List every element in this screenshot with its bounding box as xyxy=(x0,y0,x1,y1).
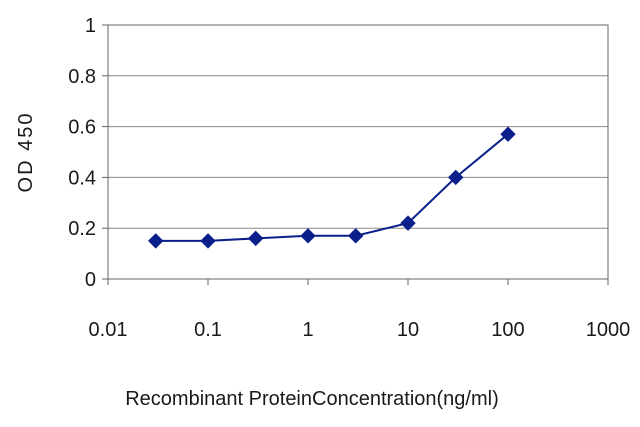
x-tick-label: 10 xyxy=(397,319,419,341)
y-tick-label: 0.6 xyxy=(68,117,96,139)
data-point-marker xyxy=(248,230,264,247)
y-axis-ticks: 0 0.2 0.4 0.6 0.8 1 xyxy=(68,15,108,291)
x-tick-label: 1000 xyxy=(586,319,631,341)
x-tick-label: 0.1 xyxy=(194,319,222,341)
gridlines xyxy=(108,75,608,229)
y-tick-label: 0.8 xyxy=(68,66,96,88)
x-axis-label: Recombinant ProteinConcentration(ng/ml) xyxy=(125,388,499,410)
data-point-marker xyxy=(448,169,464,186)
y-tick-label: 0.4 xyxy=(68,167,96,189)
series-layer xyxy=(148,126,516,249)
data-point-marker xyxy=(400,215,416,231)
x-axis-ticks: 0.01 0.1 1 10 100 1000 xyxy=(89,279,631,341)
plot-frame xyxy=(107,24,609,280)
data-point-marker xyxy=(348,228,364,244)
y-tick-label: 0 xyxy=(85,269,96,291)
data-point-marker xyxy=(500,126,516,142)
data-point-marker xyxy=(300,228,316,244)
x-tick-label: 1 xyxy=(302,319,313,341)
data-point-marker xyxy=(200,233,216,249)
y-tick-label: 0.2 xyxy=(68,218,96,240)
y-axis-label: OD 450 xyxy=(15,112,37,193)
y-tick-label: 1 xyxy=(85,15,96,37)
x-tick-label: 100 xyxy=(491,319,524,341)
x-tick-label: 0.01 xyxy=(89,319,128,341)
data-point-marker xyxy=(148,233,164,249)
series-line xyxy=(155,133,509,242)
